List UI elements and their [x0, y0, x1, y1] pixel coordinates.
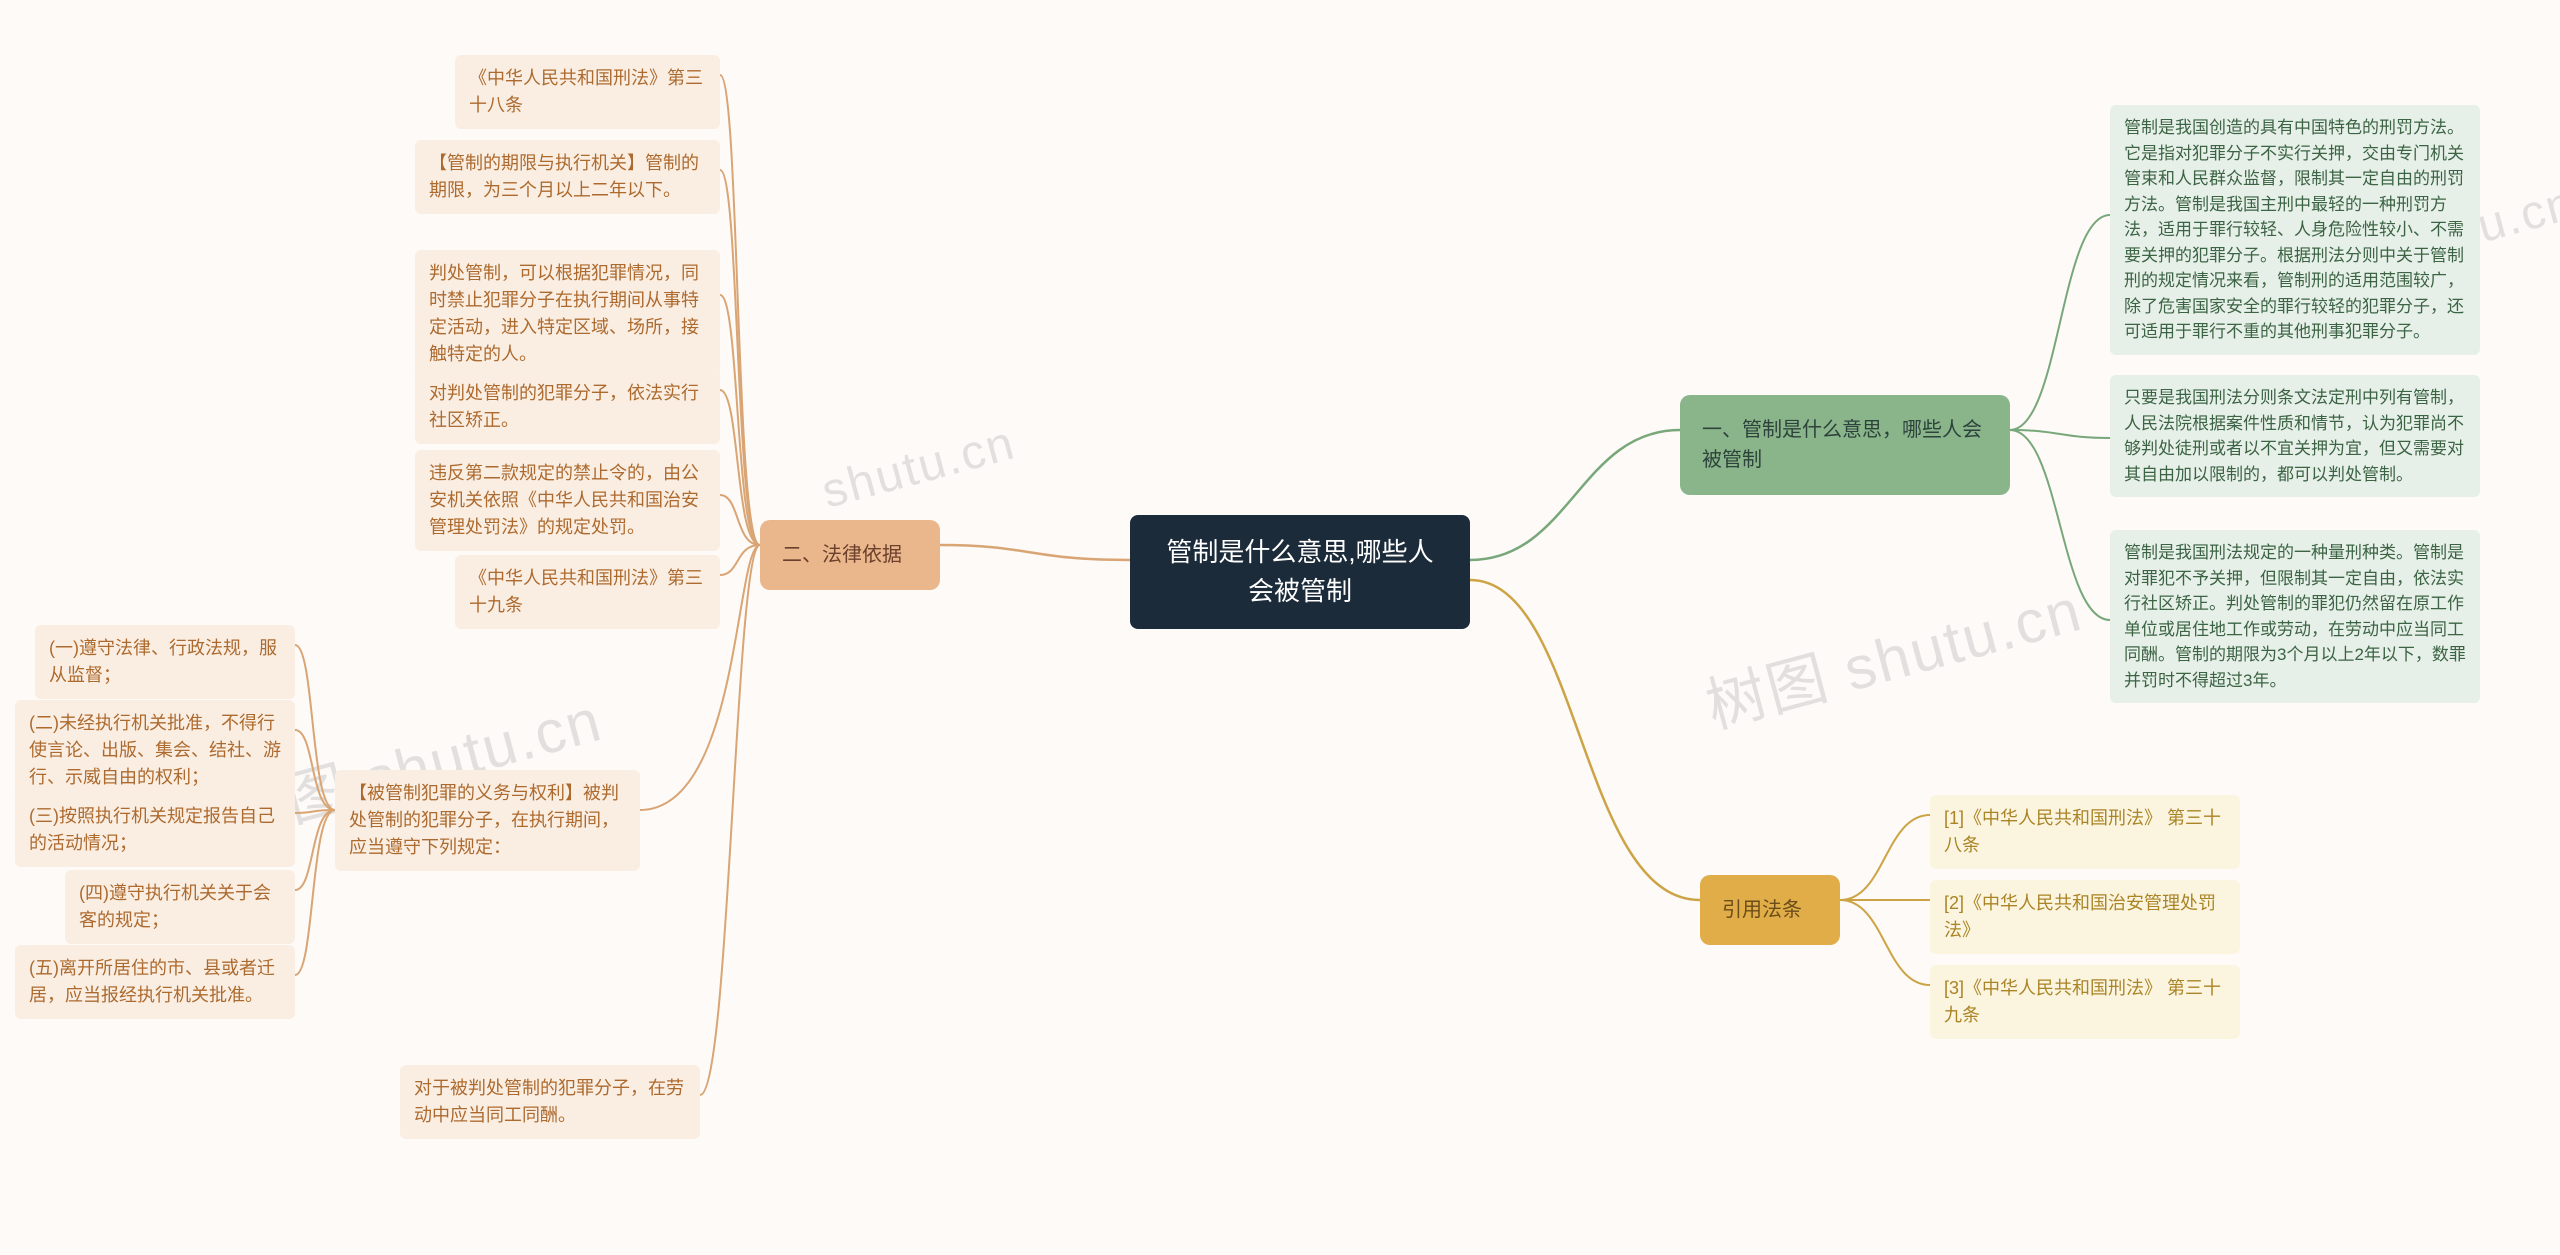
root-node: 管制是什么意思,哪些人会被管制 — [1130, 515, 1470, 629]
branch-3: 引用法条 — [1700, 875, 1840, 945]
leaf-b2-3: 判处管制，可以根据犯罪情况，同时禁止犯罪分子在执行期间从事特定活动，进入特定区域… — [415, 250, 720, 378]
leaf-b2-7a: (一)遵守法律、行政法规，服从监督； — [35, 625, 295, 699]
leaf-b2-7e: (五)离开所居住的市、县或者迁居，应当报经执行机关批准。 — [15, 945, 295, 1019]
leaf-b2-7d: (四)遵守执行机关关于会客的规定； — [65, 870, 295, 944]
branch-1: 一、管制是什么意思，哪些人会被管制 — [1680, 395, 2010, 495]
leaf-b2-5: 违反第二款规定的禁止令的，由公安机关依照《中华人民共和国治安管理处罚法》的规定处… — [415, 450, 720, 551]
leaf-b2-6: 《中华人民共和国刑法》第三十九条 — [455, 555, 720, 629]
leaf-b2-2: 【管制的期限与执行机关】管制的期限，为三个月以上二年以下。 — [415, 140, 720, 214]
leaf-b2-7c: (三)按照执行机关规定报告自己的活动情况； — [15, 793, 295, 867]
leaf-b2-7: 【被管制犯罪的义务与权利】被判处管制的犯罪分子，在执行期间，应当遵守下列规定： — [335, 770, 640, 871]
leaf-b3-1: [1]《中华人民共和国刑法》 第三十八条 — [1930, 795, 2240, 869]
watermark: 树图 shutu.cn — [1695, 562, 2090, 746]
watermark: shutu.cn — [816, 415, 1021, 519]
leaf-b2-1: 《中华人民共和国刑法》第三十八条 — [455, 55, 720, 129]
leaf-b3-2: [2]《中华人民共和国治安管理处罚法》 — [1930, 880, 2240, 954]
leaf-b2-7b: (二)未经执行机关批准，不得行使言论、出版、集会、结社、游行、示威自由的权利； — [15, 700, 295, 801]
leaf-b3-3: [3]《中华人民共和国刑法》 第三十九条 — [1930, 965, 2240, 1039]
leaf-b2-4: 对判处管制的犯罪分子，依法实行社区矫正。 — [415, 370, 720, 444]
leaf-b1-3: 管制是我国刑法规定的一种量刑种类。管制是对罪犯不予关押，但限制其一定自由，依法实… — [2110, 530, 2480, 703]
leaf-b1-2: 只要是我国刑法分则条文法定刑中列有管制，人民法院根据案件性质和情节，认为犯罪尚不… — [2110, 375, 2480, 497]
leaf-b1-1: 管制是我国创造的具有中国特色的刑罚方法。它是指对犯罪分子不实行关押，交由专门机关… — [2110, 105, 2480, 355]
branch-2: 二、法律依据 — [760, 520, 940, 590]
leaf-b2-8: 对于被判处管制的犯罪分子，在劳动中应当同工同酬。 — [400, 1065, 700, 1139]
